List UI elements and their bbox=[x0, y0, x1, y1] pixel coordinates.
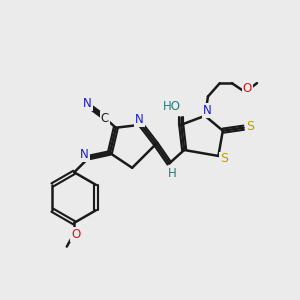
Text: O: O bbox=[71, 228, 80, 241]
Text: O: O bbox=[243, 82, 252, 95]
Text: N: N bbox=[80, 148, 89, 161]
Text: N: N bbox=[135, 113, 144, 126]
Text: C: C bbox=[101, 112, 109, 125]
Text: H: H bbox=[168, 167, 177, 180]
Text: S: S bbox=[220, 152, 228, 165]
Text: S: S bbox=[246, 120, 254, 133]
Text: HO: HO bbox=[163, 100, 181, 113]
Text: N: N bbox=[203, 104, 212, 117]
Text: N: N bbox=[83, 97, 92, 110]
